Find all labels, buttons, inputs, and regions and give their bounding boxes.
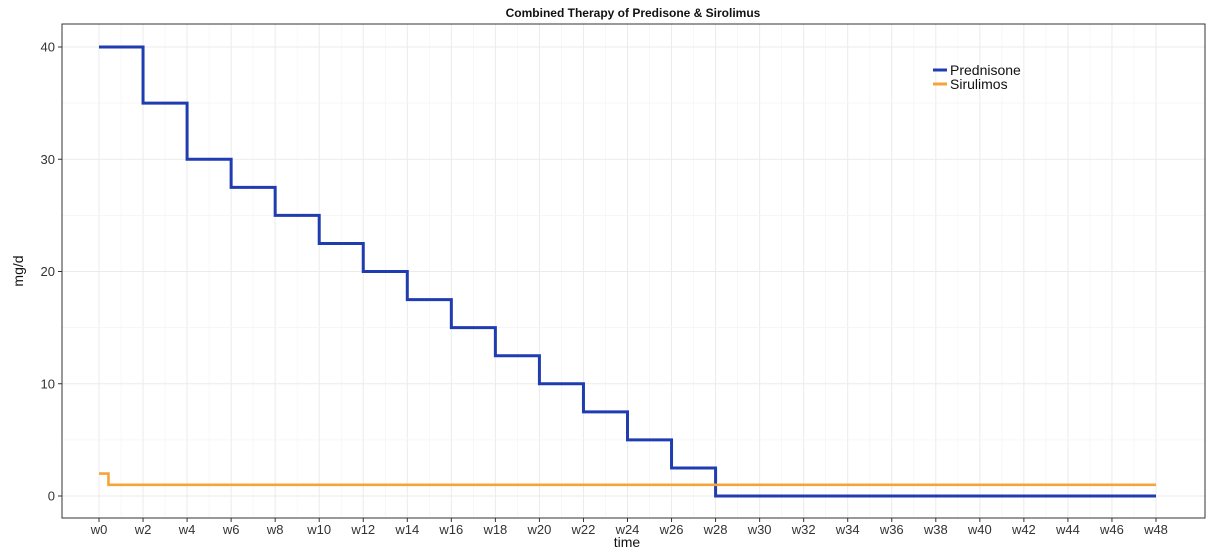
x-tick-label: w36 [879,522,904,537]
x-tick-label: w42 [1011,522,1036,537]
x-tick-label: w24 [615,522,640,537]
y-axis-title: mg/d [10,255,26,286]
x-tick-label: w14 [394,522,419,537]
x-tick-label: w16 [438,522,463,537]
y-axis: 0 10 20 30 40 [41,40,62,504]
y-tick-label: 10 [41,376,55,391]
x-tick-label: w2 [134,522,152,537]
y-tick-label: 20 [41,264,55,279]
x-tick-label: w38 [923,522,948,537]
x-tick-label: w12 [350,522,375,537]
x-tick-label: w32 [791,522,816,537]
y-tick-label: 0 [48,489,55,504]
x-axis: w0 w2 w4 w6 w8 w10 w12 w14 w16 w18 w20 w22 w24 w26 w28… [90,518,1168,537]
legend-label-sirulimos: Sirulimos [950,76,1008,92]
x-tick-label: w10 [306,522,331,537]
x-tick-label: w22 [571,522,596,537]
x-tick-label: w4 [178,522,196,537]
legend-label-prednisone: Prednisone [950,62,1021,78]
x-tick-label: w46 [1099,522,1124,537]
series-line-prednisone [99,45,1156,498]
x-tick-label: w34 [835,522,860,537]
x-tick-label: w48 [1143,522,1168,537]
grid-layer [62,24,1205,518]
x-axis-title: time [614,534,641,550]
x-tick-label: w26 [659,522,684,537]
x-tick-label: w44 [1055,522,1080,537]
x-tick-label: w28 [703,522,728,537]
x-tick-label: w30 [747,522,772,537]
x-tick-label: w6 [222,522,240,537]
y-tick-label: 30 [41,152,55,167]
x-tick-label: w20 [526,522,551,537]
series-line-sirulimos [99,472,1156,487]
y-tick-label: 40 [41,40,55,55]
series-layer [99,45,1156,498]
x-tick-label: w40 [967,522,992,537]
x-tick-label: w8 [266,522,284,537]
x-tick-label: w0 [90,522,108,537]
chart-title: Combined Therapy of Predisone & Sirolimu… [506,6,761,20]
x-tick-label: w18 [482,522,507,537]
